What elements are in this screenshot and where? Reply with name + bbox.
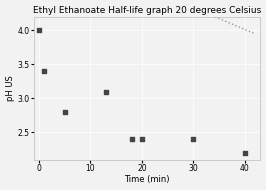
Point — [37, 29, 41, 32]
Point — [63, 110, 67, 113]
Point — [42, 70, 46, 73]
Point — [104, 90, 108, 93]
X-axis label: Time (min): Time (min) — [124, 175, 170, 184]
Point — [140, 138, 144, 141]
Point — [191, 138, 196, 141]
Point — [243, 151, 247, 154]
Point — [130, 138, 134, 141]
Y-axis label: pH US: pH US — [6, 75, 15, 101]
Title: Ethyl Ethanoate Half-life graph 20 degrees Celsius: Ethyl Ethanoate Half-life graph 20 degre… — [33, 6, 261, 15]
